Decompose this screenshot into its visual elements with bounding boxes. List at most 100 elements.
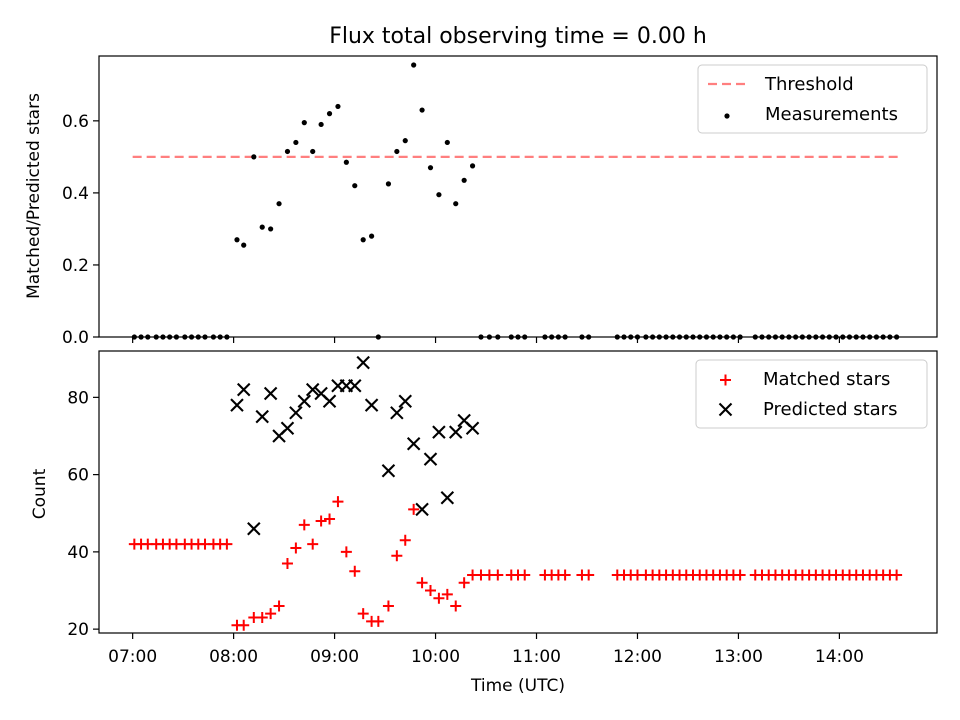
measurements-point [394,148,400,155]
matched-stars-point [391,550,403,562]
predicted-stars-point [236,382,251,397]
y-tick-label: 40 [67,543,89,563]
matched-stars-point [265,608,277,620]
matched-stars-point [357,608,369,620]
top-legend-box [697,64,928,134]
predicted-stars-point [263,386,278,401]
y-tick-label: 60 [67,466,89,486]
measurements-point [335,103,341,110]
measurements-point [343,159,349,165]
y-tick-label: 20 [67,620,89,640]
matched-stars-point [315,515,327,527]
legend-threshold-label: Threshold [764,74,854,95]
y-tick-label: 0.4 [62,184,89,204]
bottom-y-ticks: 20 40 60 80 [67,388,99,640]
matched-stars-point [273,600,285,612]
matched-stars-point [332,496,344,508]
measurements-point [427,165,434,171]
matched-stars-point [382,600,394,612]
matched-stars-point [298,519,310,531]
x-tick-label: 12:00 [613,647,662,667]
matched-stars-point [340,546,352,558]
top-legend: Threshold Measurements [697,64,928,134]
count-points [128,355,903,631]
legend-predicted-swatch [718,402,733,417]
x-tick-label: 09:00 [310,647,359,667]
measurements-point [352,183,358,189]
x-marker-icon [718,402,733,417]
matched-stars-point [583,569,595,581]
predicted-stars-point [432,425,446,439]
legend-measurements-swatch [724,113,730,119]
matched-stars-point [492,569,504,581]
x-tick-label: 13:00 [714,647,763,667]
predicted-stars-point [364,398,379,412]
bottom-axes-frame [98,350,938,634]
predicted-stars-point [390,406,404,420]
measurements-point [385,181,392,187]
predicted-stars-point [381,464,396,478]
measurements-point [234,237,240,243]
matched-stars-point [441,588,453,600]
measurements-point [326,111,333,117]
legend-matched-swatch [720,374,731,386]
predicted-stars-point [305,382,320,397]
x-tick-label: 08:00 [209,647,258,667]
measurements-point [259,224,265,230]
measurements-point [241,242,247,248]
legend-matched-label: Matched stars [763,369,890,390]
matched-stars-point [399,534,411,546]
measurements-point [402,138,408,144]
matched-stars-point [519,569,531,581]
predicted-stars-point [406,436,421,451]
matched-stars-point [891,569,903,581]
x-tick-label: 07:00 [108,647,157,667]
predicted-stars-point [348,379,362,393]
predicted-stars-point [297,394,312,408]
matched-stars-point [349,565,361,577]
predicted-stars-point [423,452,438,466]
predicted-stars-point [398,394,412,408]
plus-marker-icon [720,374,731,386]
matched-stars-point [450,600,462,612]
matched-stars-point [307,538,319,550]
y-tick-label: 0.2 [62,256,89,276]
matched-stars-point [408,503,420,515]
matched-stars-point [458,577,470,589]
measurements-point [251,154,257,160]
matched-stars-point [734,569,746,581]
matched-stars-point [372,615,384,627]
measurements-point [293,139,299,146]
bottom-x-ticks: 07:00 08:00 09:00 10:00 11:00 12:00 13:00 14:00 [108,633,864,667]
predicted-stars-point [448,425,463,439]
predicted-stars-point [247,521,261,536]
matched-stars-point [324,513,336,525]
measurements-point [436,192,442,198]
measurements-point [284,148,291,155]
matched-stars-point [416,577,428,589]
measurements-point [453,201,459,207]
matched-stars-point [433,592,445,604]
measurements-point [419,107,425,113]
predicted-stars-point [289,406,303,420]
measurements-point [310,148,316,155]
predicted-stars-point [255,409,269,424]
predicted-stars-point [465,421,480,436]
x-tick-label: 10:00 [411,647,460,667]
matched-stars-point [221,538,233,550]
measurements-point [411,62,417,68]
bottom-panel: Count Time (UTC) 20 40 60 80 07:00 08:00 09:0… [30,350,938,696]
measurements-point [360,237,366,243]
measurements-point [469,163,476,169]
matched-stars-point [256,612,268,624]
matched-stars-point [559,569,571,581]
chart-title: Flux total observing time = 0.00 h [329,24,707,49]
measurements-point [276,201,282,207]
x-axis-label: Time (UTC) [470,676,565,696]
matched-stars-point [281,557,293,569]
measurements-point [268,226,274,232]
matched-stars-point [238,619,250,631]
measurements-point [461,177,467,183]
bottom-y-axis-label: Count [30,468,50,519]
